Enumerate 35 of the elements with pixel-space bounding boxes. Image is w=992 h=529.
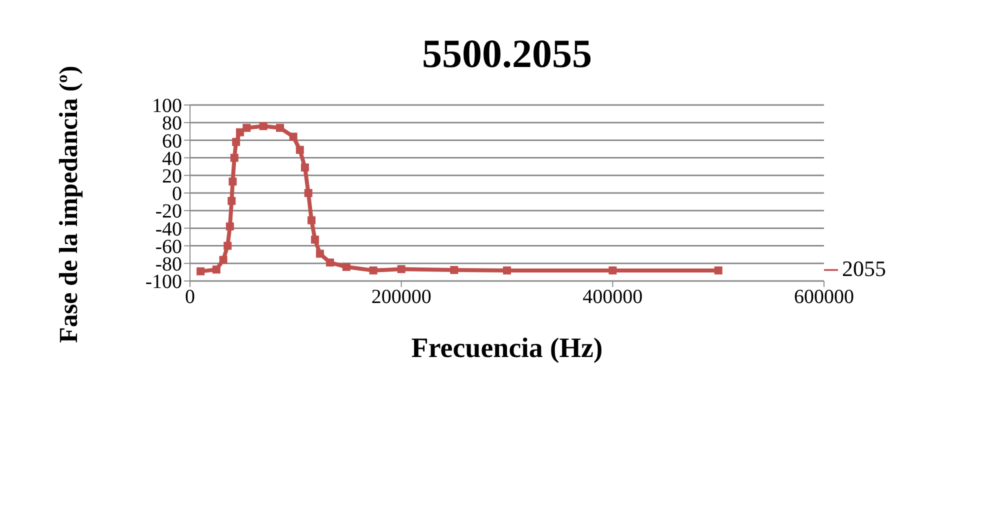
- point: [296, 146, 304, 154]
- point: [224, 242, 232, 250]
- y-axis-title: Fase de la impedancia (º): [54, 66, 84, 343]
- x-axis-title: Frecuencia (Hz): [411, 333, 603, 364]
- point: [316, 250, 324, 258]
- legend-label: 2055: [842, 256, 886, 280]
- point: [226, 222, 234, 230]
- point: [503, 266, 511, 274]
- point: [714, 266, 722, 274]
- point: [289, 132, 298, 141]
- point: [259, 122, 268, 130]
- x-tick-label: 600000: [794, 286, 854, 308]
- point: [369, 266, 378, 274]
- point: [608, 266, 617, 274]
- point: [342, 262, 350, 271]
- point: [236, 128, 244, 136]
- point: [232, 138, 240, 146]
- point: [219, 256, 228, 264]
- chart-title: 5500.2055: [421, 30, 593, 77]
- point: [276, 124, 284, 132]
- point: [326, 258, 334, 267]
- point: [212, 266, 220, 274]
- x-tick-label: 400000: [582, 286, 643, 308]
- point: [228, 178, 237, 186]
- point: [304, 189, 312, 197]
- point: [230, 154, 238, 162]
- point: [228, 196, 236, 205]
- point: [300, 163, 309, 172]
- point: [397, 265, 406, 274]
- point: [450, 266, 458, 274]
- point: [242, 124, 251, 132]
- x-tick-label: 200000: [371, 286, 432, 308]
- point: [308, 216, 316, 224]
- point: [196, 267, 205, 276]
- point: [311, 236, 320, 244]
